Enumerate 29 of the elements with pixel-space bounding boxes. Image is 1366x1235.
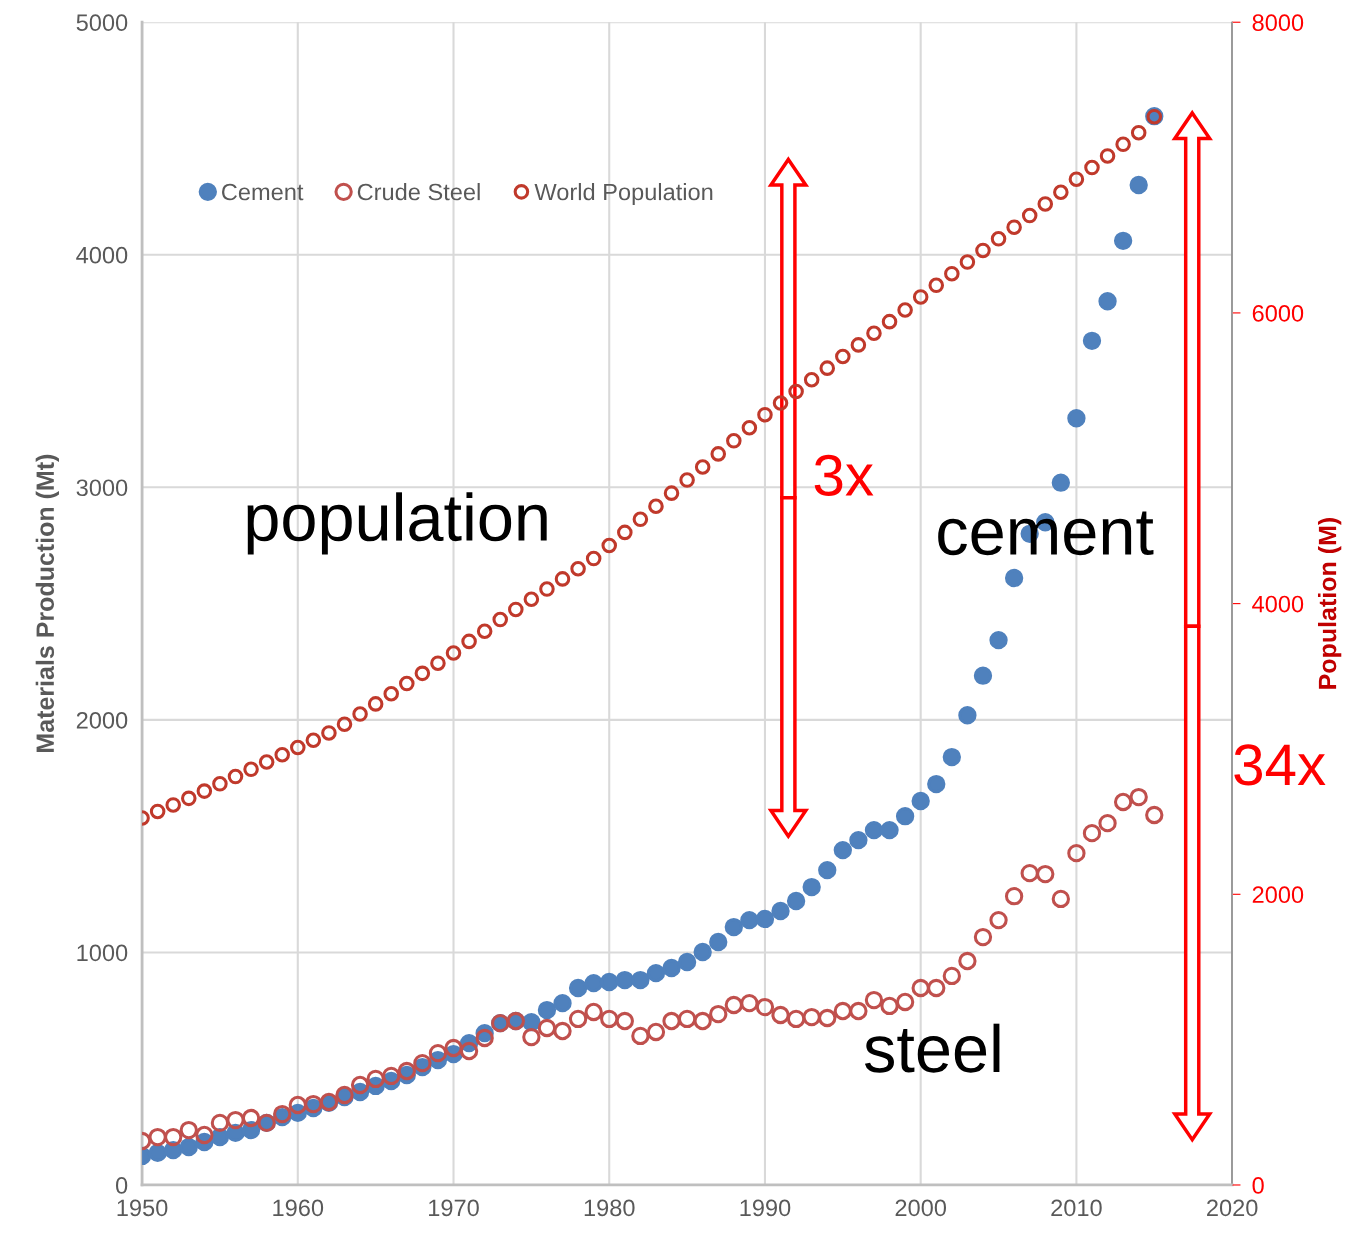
y-axis-title: Materials Production (Mt) xyxy=(35,454,59,752)
y-tick-label: 0 xyxy=(115,1177,128,1194)
y2-tick-label: 2000 xyxy=(1252,886,1304,904)
y-tick-label: 1000 xyxy=(77,944,128,962)
x-tick-label: 1990 xyxy=(740,1199,791,1217)
y2-axis-title: Population (M) xyxy=(1317,518,1342,689)
y2-tick-label: 0 xyxy=(1252,1177,1264,1194)
y2-tick-label: 6000 xyxy=(1252,304,1304,322)
y-tick-label: 3000 xyxy=(76,479,128,497)
annotation: 3x xyxy=(814,454,874,497)
y-tick-label: 2000 xyxy=(76,711,128,729)
x-tick-label: 1950 xyxy=(117,1199,168,1217)
annotation: population xyxy=(247,492,547,555)
legend-label: Cement xyxy=(222,183,304,201)
text: 34x xyxy=(1234,744,1326,786)
annotation: cement xyxy=(938,511,1154,556)
x-tick-label: 1970 xyxy=(429,1199,479,1217)
x-tick-label: 1980 xyxy=(584,1199,635,1217)
x-tick-label: 2020 xyxy=(1207,1199,1258,1217)
y-tick-label: 5000 xyxy=(76,14,128,32)
x-tick-label: 1960 xyxy=(273,1199,324,1217)
legend-label: World Population xyxy=(534,183,713,206)
y2-tick-label: 4000 xyxy=(1252,595,1304,613)
x-tick-label: 2010 xyxy=(1051,1199,1102,1217)
legend-label: Crude Steel xyxy=(357,183,480,201)
x-tick-label: 2000 xyxy=(895,1199,947,1217)
y-tick-label: 4000 xyxy=(76,246,128,264)
annotation: steel xyxy=(864,1023,1000,1073)
y2-tick-label: 8000 xyxy=(1252,14,1304,32)
